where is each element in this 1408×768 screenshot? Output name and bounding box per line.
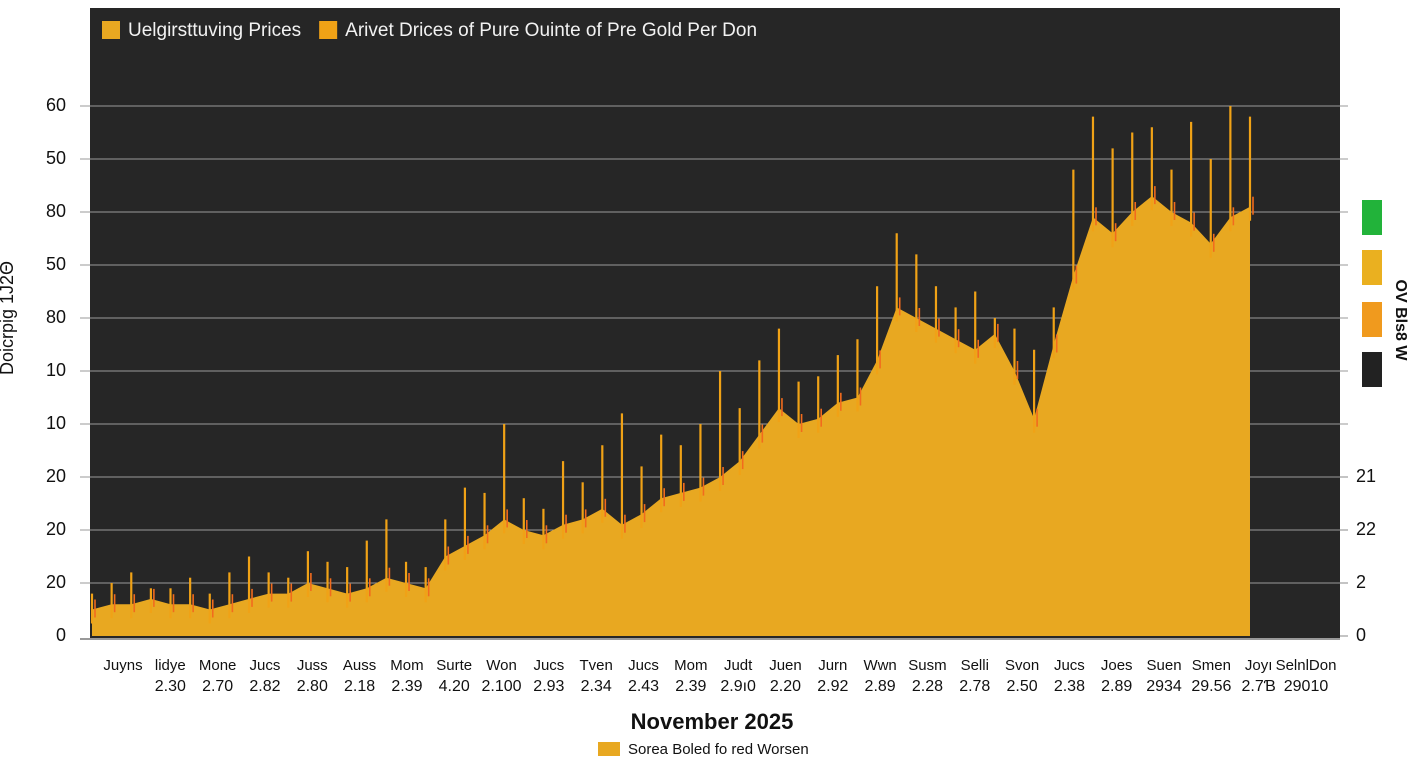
y-tick-label: 80 [46,201,66,221]
y-tick-label: 50 [46,148,66,168]
y-tick-label: 20 [46,572,66,592]
x-tick-label: Mone [199,657,237,674]
x-tick-sublabel: 29010 [1284,678,1329,695]
side-legend-label: OV Bls8 W [1392,280,1408,362]
y-tick-label: 80 [46,307,66,327]
x-tick-sublabel: 2934 [1146,678,1182,695]
x-tick-sublabel: 2.9ı0 [720,678,756,695]
x-tick-label: Wwn [863,657,896,674]
y2-tick-label: 0 [1356,625,1366,645]
x-tick-sublabel: 2.78 [959,678,990,695]
side-legend-swatch [1362,200,1382,235]
x-tick-label: Suen [1147,657,1182,674]
x-axis-label: November 2025 [631,709,794,734]
x-tick-label: Joes [1101,657,1133,674]
x-tick-sublabel: 2.89 [1101,678,1132,695]
x-tick-sublabel: 2.20 [770,678,801,695]
area [92,196,1250,636]
x-tick-sublabel: 2.43 [628,678,659,695]
x-tick-label: Mom [674,657,707,674]
x-tick-label: Jucs [1054,657,1085,674]
legend-label: Arivet Drices of Pure Ouinte of Pre Gold… [345,20,757,41]
side-legend-swatch [1362,302,1382,337]
x-tick-label: Judt [724,657,753,674]
y2-tick-label: 2 [1356,572,1366,592]
x-tick-sublabel: 2.82 [249,678,280,695]
x-tick-label: Jucs [533,657,564,674]
x-tick-sublabel: 2.7Ɓ [1241,678,1275,695]
legend-label: Uelgirsttuving Prices [128,20,301,41]
bottom-legend-label: Sorea Boled fo red Worsen [628,741,809,758]
x-tick-sublabel: 2.70 [202,678,233,695]
x-tick-sublabel: 2.80 [297,678,328,695]
x-tick-sublabel: 4.20 [439,678,470,695]
x-tick-sublabel: 2.92 [817,678,848,695]
side-legend-swatch [1362,250,1382,285]
bottom-legend-swatch [598,742,620,756]
y2-tick-label: 21 [1356,466,1376,486]
y-tick-label: 0 [56,625,66,645]
x-tick-sublabel: 29.56 [1191,678,1231,695]
x-tick-label: Jucs [250,657,281,674]
y-axis-label: Doicrpig 1J2Θ [0,261,17,375]
x-tick-label: Smen [1192,657,1231,674]
y-tick-label: 60 [46,95,66,115]
x-tick-label: Joyı [1245,657,1273,674]
legend-swatch [319,21,338,39]
x-tick-sublabel: 2.38 [1054,678,1085,695]
x-tick-label: Susm [908,657,946,674]
y-tick-label: 50 [46,254,66,274]
y-tick-label: 10 [46,360,66,380]
x-tick-label: Jurn [818,657,847,674]
x-tick-label: Selli [961,657,989,674]
x-tick-sublabel: 2.34 [581,678,612,695]
x-tick-label: Juen [769,657,802,674]
y2-tick-label: 22 [1356,519,1376,539]
x-tick-label: Jucs [628,657,659,674]
x-tick-label: Auss [343,657,376,674]
y-tick-label: 10 [46,413,66,433]
x-tick-sublabel: 2.18 [344,678,375,695]
x-tick-label: lidye [155,657,186,674]
x-tick-label: Juss [297,657,328,674]
x-tick-sublabel: 2.50 [1007,678,1038,695]
side-legend-swatch [1362,352,1382,387]
x-tick-sublabel: 2.39 [675,678,706,695]
y-tick-label: 20 [46,519,66,539]
x-tick-sublabel: 2.93 [533,678,564,695]
x-tick-sublabel: 2.28 [912,678,943,695]
x-tick-label: Won [486,657,517,674]
x-tick-sublabel: 2.39 [391,678,422,695]
y-tick-label: 20 [46,466,66,486]
x-tick-label: Mom [390,657,423,674]
x-tick-label: Surte [436,657,472,674]
x-tick-label: Juyns [103,657,142,674]
legend-swatch [102,21,120,39]
x-tick-sublabel: 2.89 [865,678,896,695]
x-tick-label: Tven [580,657,613,674]
x-tick-label: SelnlDon [1276,657,1337,674]
x-tick-sublabel: 2.30 [155,678,186,695]
x-tick-label: Svon [1005,657,1039,674]
x-tick-sublabel: 2.100 [482,678,522,695]
